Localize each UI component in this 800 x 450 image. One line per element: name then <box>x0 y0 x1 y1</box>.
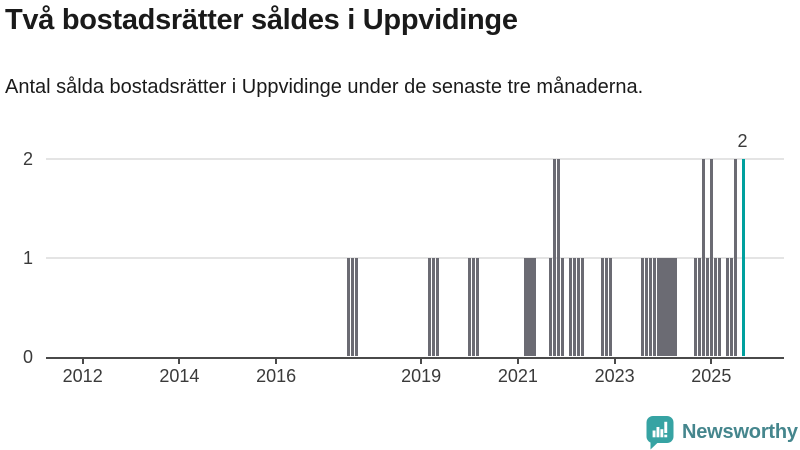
bar <box>532 257 536 356</box>
x-axis-label: 2019 <box>401 365 442 386</box>
bar <box>572 257 576 356</box>
newsworthy-logo: Newsworthy <box>646 415 798 450</box>
bar <box>435 257 439 356</box>
bar <box>467 257 472 356</box>
x-axis-label: 2014 <box>159 365 200 386</box>
bar <box>705 257 709 356</box>
bar <box>649 257 653 356</box>
bar <box>665 257 669 356</box>
bar <box>709 158 713 356</box>
bar <box>657 257 661 356</box>
bar <box>673 257 677 356</box>
bar <box>701 158 705 356</box>
y-axis-label: 1 <box>22 247 33 268</box>
bar <box>580 257 584 356</box>
x-axis-tick <box>710 358 713 364</box>
bar <box>355 257 359 356</box>
bar <box>661 257 665 356</box>
bar <box>604 257 609 356</box>
bar <box>556 158 560 356</box>
bar <box>552 158 556 356</box>
x-axis-label: 2012 <box>62 365 103 386</box>
bar <box>475 257 480 356</box>
bar <box>669 257 673 356</box>
x-axis-tick <box>613 358 616 364</box>
x-axis-tick <box>178 358 181 364</box>
x-axis-label: 2021 <box>497 365 538 386</box>
bar <box>471 257 476 356</box>
bar <box>568 257 572 356</box>
y-axis-label: 2 <box>22 148 33 169</box>
bar <box>427 257 431 356</box>
x-axis-tick <box>275 358 278 364</box>
bar <box>645 257 649 356</box>
highlight-bar <box>741 158 746 356</box>
x-axis-tick <box>81 358 84 364</box>
bar <box>548 257 552 356</box>
bar <box>641 257 645 356</box>
y-gridline <box>46 157 784 160</box>
chart-title: Två bostadsrätter såldes i Uppvidinge <box>5 4 518 36</box>
bar <box>560 257 564 356</box>
x-axis-label: 2023 <box>594 365 635 386</box>
bar <box>608 257 613 356</box>
bar <box>693 257 697 356</box>
x-axis-line <box>46 356 784 359</box>
chart-subtitle: Antal sålda bostadsrätter i Uppvidinge u… <box>5 76 644 98</box>
bar <box>733 158 738 356</box>
bar <box>524 257 528 356</box>
bar <box>347 257 351 356</box>
bar <box>351 257 355 356</box>
y-gridline <box>46 256 784 259</box>
bar <box>713 257 717 356</box>
bar <box>729 257 734 356</box>
x-axis-tick <box>516 358 519 364</box>
x-axis-label: 2025 <box>691 365 732 386</box>
bar <box>653 257 657 356</box>
newsworthy-logo-text: Newsworthy <box>682 421 798 443</box>
bar <box>576 257 580 356</box>
bar <box>528 257 532 356</box>
bar <box>717 257 721 356</box>
bar <box>431 257 435 356</box>
newsworthy-bubble-icon <box>646 416 674 450</box>
bar <box>725 257 730 356</box>
bar <box>697 257 701 356</box>
bar <box>600 257 605 356</box>
latest-value-label: 2 <box>737 131 748 151</box>
x-axis-tick <box>420 358 423 364</box>
y-axis-label: 0 <box>22 346 33 367</box>
x-axis-label: 2016 <box>256 365 297 386</box>
